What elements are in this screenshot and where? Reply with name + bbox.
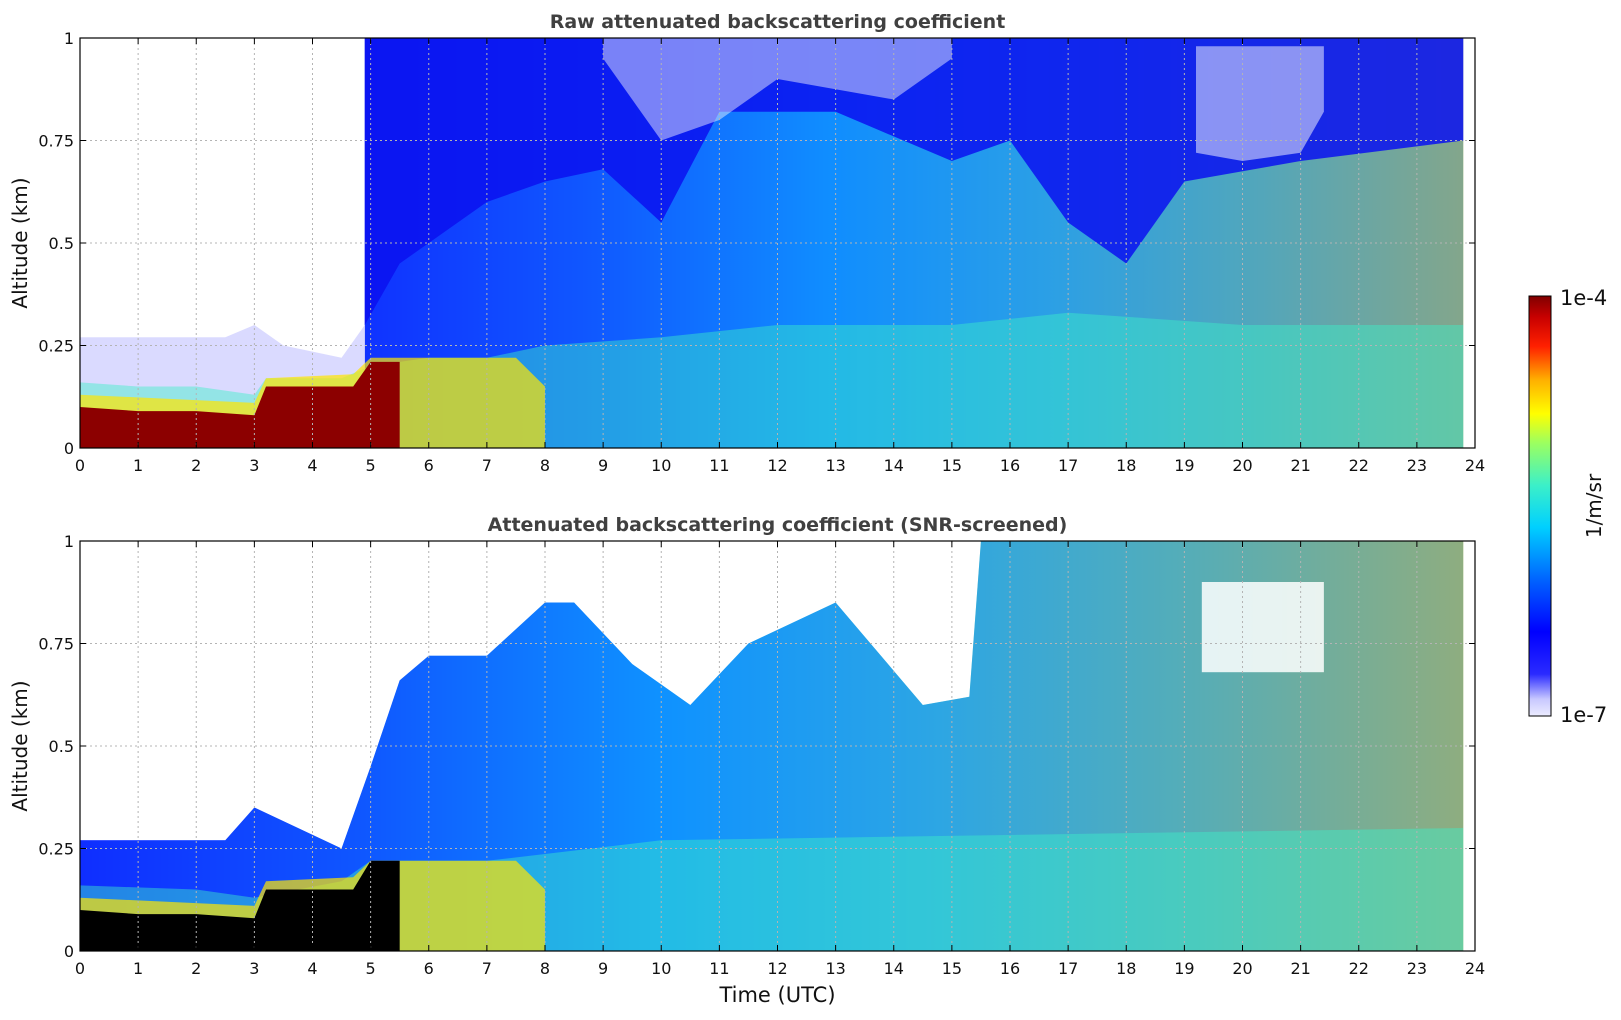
y-tick-label: 0.75 (38, 132, 74, 151)
upper-noise-region (364, 38, 1464, 325)
colorbar-unit-label: 1/m/sr (1582, 473, 1606, 538)
x-tick-label: 19 (1174, 456, 1194, 475)
x-tick-label: 3 (249, 456, 259, 475)
x-tick-label: 23 (1407, 959, 1427, 978)
panel-title: Raw attenuated backscattering coefficien… (550, 11, 1006, 33)
x-tick-label: 2 (191, 456, 201, 475)
x-tick-label: 17 (1058, 959, 1078, 978)
x-tick-label: 4 (307, 959, 317, 978)
x-tick-label: 8 (540, 959, 550, 978)
x-tick-label: 9 (598, 959, 608, 978)
x-axis-label: Time (UTC) (718, 983, 835, 1007)
x-tick-label: 4 (307, 456, 317, 475)
noise-speckle-region (603, 38, 952, 141)
x-tick-label: 3 (249, 959, 259, 978)
x-tick-label: 21 (1290, 959, 1310, 978)
y-tick-label: 0 (64, 942, 74, 961)
x-tick-label: 5 (366, 456, 376, 475)
cloud-gap-region (1201, 582, 1324, 673)
screened-backscatter-panel: 0 1 2 3 4 5 6 7 8 9 10 11 12 13 14 15 16 17 18 19 20 21 22 23 24… (8, 514, 1485, 978)
cloud-gap-region (1196, 46, 1324, 162)
y-tick-label: 0.5 (49, 234, 74, 253)
y-tick-label: 0.25 (38, 337, 74, 356)
x-tick-label: 9 (598, 456, 608, 475)
x-tick-label: 6 (424, 456, 434, 475)
colorbar-min-label: 1e-7 (1560, 703, 1607, 727)
x-tick-label: 20 (1232, 456, 1252, 475)
x-tick-label: 7 (482, 456, 492, 475)
x-tick-label: 24 (1465, 456, 1485, 475)
x-tick-label: 0 (75, 959, 85, 978)
plot-frame (79, 37, 1476, 449)
dense-core-layer (80, 361, 400, 448)
colorbar-max-label: 1e-4 (1560, 286, 1607, 310)
x-tick-label: 23 (1407, 456, 1427, 475)
x-tick-label: 18 (1116, 959, 1136, 978)
y-axis-label: Altitude (km) (8, 680, 32, 811)
y-tick-label: 1 (64, 532, 74, 551)
colorbar-gradient (1528, 295, 1552, 717)
x-tick-label: 0 (75, 456, 85, 475)
raw-backscatter-panel: 0 1 2 3 4 5 6 7 8 9 10 11 12 13 14 15 16 17 18 19 20 21 22 23 24… (8, 11, 1485, 475)
x-tick-label: 1 (133, 456, 143, 475)
x-tick-label: 24 (1465, 959, 1485, 978)
y-tick-label: 0.25 (38, 840, 74, 859)
dense-core-layer (80, 860, 400, 951)
x-tick-label: 1 (133, 959, 143, 978)
panel-title: Attenuated backscattering coefficient (S… (488, 514, 1068, 536)
x-tick-label: 7 (482, 959, 492, 978)
x-tick-label: 16 (1000, 959, 1020, 978)
x-tick-label: 10 (651, 456, 671, 475)
y-tick-label: 0.5 (49, 737, 74, 756)
x-tick-label: 22 (1349, 959, 1369, 978)
colorbar: 1e-4 1e-7 1/m/sr (1528, 286, 1607, 727)
x-tick-label: 12 (767, 456, 787, 475)
x-tick-label: 12 (767, 959, 787, 978)
x-tick-label: 21 (1290, 456, 1310, 475)
x-tick-label: 5 (366, 959, 376, 978)
y-tick-label: 0.75 (38, 635, 74, 654)
y-axis-label: Altitude (km) (8, 177, 32, 308)
x-tick-label: 16 (1000, 456, 1020, 475)
x-tick-label: 10 (651, 959, 671, 978)
x-tick-label: 15 (942, 959, 962, 978)
x-tick-label: 8 (540, 456, 550, 475)
y-tick-label: 0 (64, 439, 74, 458)
y-tick-label: 1 (64, 29, 74, 48)
x-tick-label: 14 (884, 959, 904, 978)
x-tick-label: 20 (1232, 959, 1252, 978)
x-tick-label: 19 (1174, 959, 1194, 978)
plot-frame (79, 540, 1476, 952)
x-tick-label: 22 (1349, 456, 1369, 475)
x-tick-label: 14 (884, 456, 904, 475)
x-tick-label: 17 (1058, 456, 1078, 475)
x-tick-label: 11 (709, 456, 729, 475)
x-tick-label: 15 (942, 456, 962, 475)
x-tick-label: 18 (1116, 456, 1136, 475)
x-tick-label: 13 (825, 959, 845, 978)
x-tick-label: 2 (191, 959, 201, 978)
x-tick-label: 13 (825, 456, 845, 475)
x-tick-label: 11 (709, 959, 729, 978)
x-tick-label: 6 (424, 959, 434, 978)
